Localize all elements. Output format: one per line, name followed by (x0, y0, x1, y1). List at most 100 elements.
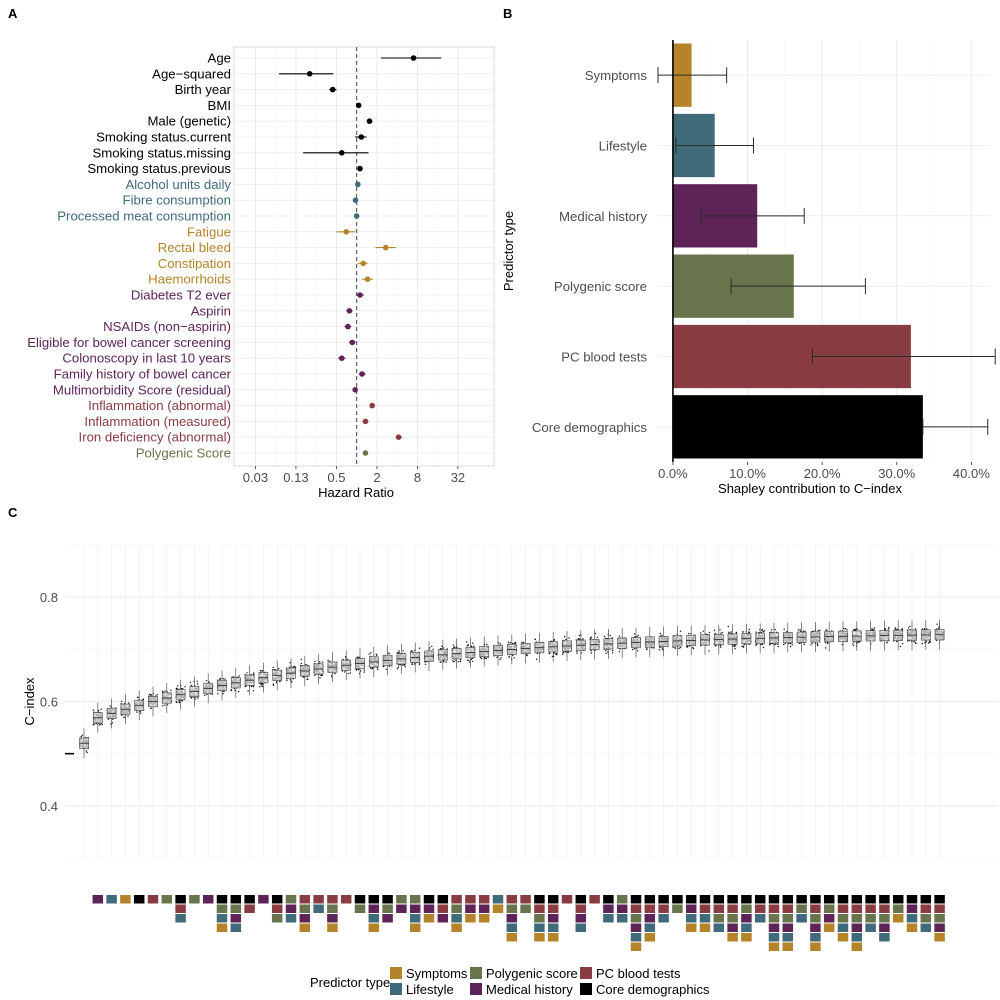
jitter-point (775, 643, 777, 645)
jitter-point (86, 751, 88, 754)
predictor-tile (409, 914, 421, 923)
predictor-tile (713, 895, 725, 904)
jitter-point (95, 723, 98, 725)
jitter-point (827, 641, 829, 644)
hr-point (357, 292, 363, 298)
jitter-point (551, 655, 554, 658)
hr-point (360, 260, 367, 267)
jitter-point (854, 628, 856, 631)
jitter-point (244, 685, 246, 688)
jitter-point (509, 642, 512, 644)
jitter-point (370, 652, 372, 654)
predictor-tile (409, 904, 421, 913)
jitter-point (457, 661, 459, 663)
predictor-tile (285, 904, 297, 913)
predictor-tile (216, 914, 228, 923)
hr-point (338, 150, 345, 156)
jitter-point (928, 641, 931, 643)
jitter-point (121, 700, 123, 703)
jitter-point (658, 649, 661, 651)
jitter-point (452, 644, 455, 646)
predictor-tile (727, 895, 738, 904)
jitter-point (748, 631, 750, 633)
predictor-tile (644, 914, 656, 923)
predictor-tile (520, 895, 531, 904)
jitter-point (507, 641, 510, 643)
jitter-point (439, 661, 441, 663)
jitter-point (646, 648, 648, 651)
hr-point (366, 118, 373, 124)
x-tick-label: 32 (451, 470, 465, 485)
predictor-tile (327, 904, 338, 913)
category-label: Polygenic score (554, 279, 647, 294)
predictor-tile (699, 904, 711, 913)
row-label: Smoking status.current (96, 130, 231, 145)
hr-point (329, 86, 336, 93)
jitter-point (402, 650, 404, 652)
jitter-point (222, 678, 225, 680)
predictor-tile (699, 914, 711, 923)
predictor-tile (713, 923, 725, 932)
predictor-tile (396, 904, 407, 913)
category-label: Medical history (559, 209, 647, 224)
predictor-tile (327, 895, 338, 904)
row-label: Haemorrhoids (148, 272, 231, 287)
jitter-point (637, 634, 639, 637)
predictor-tile (451, 914, 462, 923)
jitter-point (398, 651, 400, 654)
jitter-point (230, 689, 232, 692)
predictor-tile (547, 895, 559, 904)
predictor-tile (106, 895, 117, 904)
row-label: Processed meat consumption (57, 209, 231, 224)
jitter-point (136, 711, 138, 713)
jitter-point (175, 700, 177, 703)
jitter-point (259, 670, 262, 672)
jitter-point (565, 638, 567, 641)
predictor-tile (299, 914, 311, 923)
jitter-point (783, 643, 785, 646)
jitter-point (802, 630, 805, 632)
jitter-point (319, 677, 321, 679)
jitter-point (721, 631, 724, 634)
jitter-point (521, 641, 523, 644)
jitter-point (618, 635, 621, 637)
jitter-point (473, 645, 475, 647)
jitter-point (100, 708, 102, 710)
jitter-point (184, 686, 186, 688)
shapley-bar (672, 395, 923, 459)
predictor-tile (202, 895, 214, 904)
jitter-point (798, 642, 800, 645)
jitter-point (763, 630, 766, 632)
jitter-point (156, 694, 158, 696)
row-label: Iron deficiency (abnormal) (79, 430, 231, 445)
row-label: Family history of bowel cancer (54, 367, 232, 382)
jitter-point (191, 697, 193, 699)
jitter-point (272, 683, 274, 685)
jitter-point (472, 642, 474, 644)
jitter-point (432, 648, 434, 650)
jitter-point (688, 632, 690, 635)
jitter-point (582, 638, 584, 640)
jitter-point (791, 644, 793, 646)
jitter-point (556, 652, 558, 655)
predictor-tile (492, 895, 504, 904)
hr-point (352, 387, 358, 393)
jitter-point (899, 645, 901, 648)
predictor-tile (547, 914, 559, 923)
hr-point (357, 165, 363, 172)
jitter-point (177, 685, 179, 687)
jitter-point (205, 680, 208, 682)
predictor-tile (630, 942, 642, 951)
row-label: Diabetes T2 ever (131, 288, 232, 303)
jitter-point (272, 666, 274, 669)
predictor-tile (616, 914, 628, 923)
row-label: Rectal bleed (158, 240, 231, 255)
predictor-tile (368, 914, 380, 923)
jitter-point (150, 707, 152, 709)
jitter-point (80, 735, 82, 738)
jitter-point (111, 722, 114, 724)
jitter-point (555, 653, 557, 655)
predictor-tile (313, 904, 324, 913)
predictor-tile (230, 895, 242, 904)
